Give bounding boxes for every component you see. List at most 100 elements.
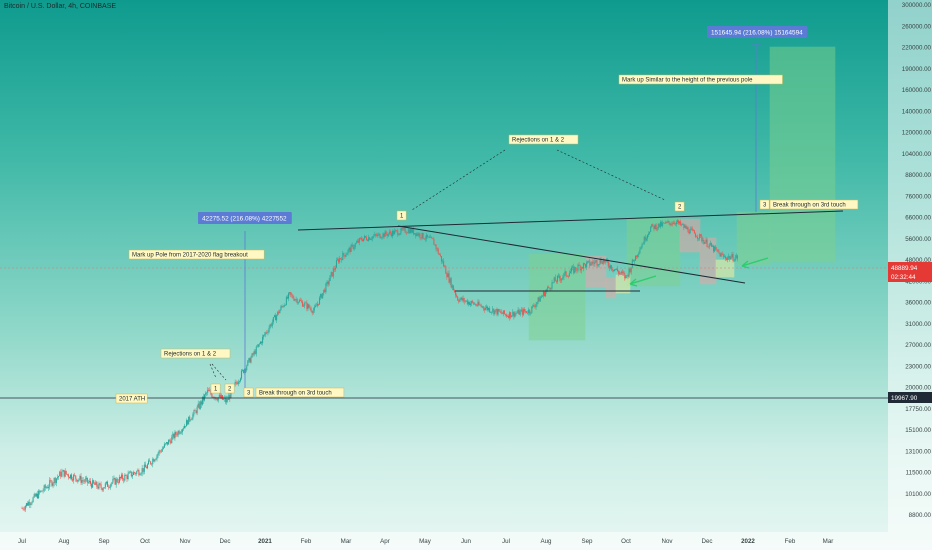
candle-body xyxy=(435,244,437,250)
y-tick-label: 160000.00 xyxy=(902,87,932,94)
candle-body xyxy=(527,312,529,314)
candle-body xyxy=(174,432,176,439)
candle-body xyxy=(154,459,156,462)
candle-body xyxy=(220,395,222,399)
y-tick-label: 10100.00 xyxy=(905,491,931,498)
candle-body xyxy=(85,477,87,480)
candle-body xyxy=(446,273,448,278)
x-tick-label: Jul xyxy=(502,538,510,545)
candle-body xyxy=(620,272,622,274)
candle-body xyxy=(571,267,573,272)
candle-body xyxy=(672,222,674,225)
candle-body xyxy=(322,293,324,299)
candle-body xyxy=(140,473,142,475)
candle-body xyxy=(62,470,64,472)
candle-body xyxy=(526,311,528,313)
candle-body xyxy=(326,281,328,284)
candle-body xyxy=(124,475,126,481)
candle-body xyxy=(643,236,645,244)
candle-body xyxy=(715,246,717,250)
candle-body xyxy=(501,313,503,314)
y-tick-label: 27000.00 xyxy=(905,342,931,349)
candle-body xyxy=(406,232,408,234)
candle-body xyxy=(587,261,589,263)
candle-body xyxy=(553,277,555,283)
callout-arrow xyxy=(209,363,217,379)
candle-body xyxy=(53,477,55,484)
candle-body xyxy=(636,255,638,257)
candle-body xyxy=(521,309,523,315)
touch-label-2a-bg xyxy=(224,383,235,394)
candle-body xyxy=(31,502,33,504)
candle-body xyxy=(196,407,198,414)
candle-body xyxy=(34,494,36,497)
resistance-line xyxy=(297,210,844,231)
candle-body xyxy=(564,271,566,274)
candle-body xyxy=(701,235,703,242)
candle-body xyxy=(159,450,161,452)
candle-body xyxy=(310,308,312,312)
candle-body xyxy=(40,490,42,493)
candle-body xyxy=(511,315,513,318)
candle-body xyxy=(148,460,150,465)
candle-body xyxy=(225,397,227,403)
candle-body xyxy=(673,222,675,224)
candles xyxy=(21,218,738,512)
candle-body xyxy=(507,315,509,317)
candle-body xyxy=(477,301,479,306)
y-tick-label: 36000.00 xyxy=(905,300,931,307)
candle-body xyxy=(472,301,474,303)
candle-body xyxy=(178,431,180,434)
candle-body xyxy=(296,299,298,304)
candle-body xyxy=(509,312,511,318)
candle-body xyxy=(230,388,232,399)
candle-body xyxy=(482,306,484,309)
candle-body xyxy=(609,265,611,269)
candle-body xyxy=(696,236,698,238)
candle-body xyxy=(130,471,132,477)
candle-body xyxy=(324,289,326,293)
candle-body xyxy=(269,324,271,328)
candle-body xyxy=(693,230,695,234)
candle-body xyxy=(205,393,207,395)
candle-body xyxy=(312,310,314,313)
candle-body xyxy=(311,311,313,313)
candle-body xyxy=(272,317,274,323)
candle-body xyxy=(658,223,660,227)
candle-body xyxy=(664,222,666,224)
candle-body xyxy=(255,346,257,354)
candle-body xyxy=(198,403,200,409)
candle-body xyxy=(315,305,317,307)
breakthrough-label-1-text: Break through on 3rd touch xyxy=(259,391,332,397)
candle-body xyxy=(152,459,154,465)
candle-body xyxy=(42,490,44,492)
x-tick-label: Apr xyxy=(380,538,390,545)
candle-body xyxy=(476,305,478,306)
candle-body xyxy=(451,285,453,288)
candle-body xyxy=(665,221,667,224)
candle-body xyxy=(314,305,316,307)
candle-body xyxy=(458,300,460,302)
candle-body xyxy=(207,389,209,393)
candle-body xyxy=(327,281,329,285)
candle-body xyxy=(84,479,86,482)
candle-body xyxy=(236,383,238,385)
candle-body xyxy=(292,295,294,299)
candle-body xyxy=(160,451,162,452)
x-tick-label: 2021 xyxy=(258,538,272,545)
candle-body xyxy=(201,396,203,405)
candle-body xyxy=(28,502,30,506)
candle-body xyxy=(505,314,507,317)
x-tick-label: Jun xyxy=(461,538,472,545)
candle-body xyxy=(374,234,376,236)
callout-arrow xyxy=(211,363,227,381)
x-tick-label: Feb xyxy=(301,538,312,545)
x-tick-label: Aug xyxy=(540,538,552,545)
candle-body xyxy=(547,286,549,290)
candle-body xyxy=(642,243,644,245)
candle-body xyxy=(470,303,472,305)
candle-body xyxy=(707,246,709,248)
candle-body xyxy=(734,257,736,261)
candle-body xyxy=(181,429,183,433)
candle-body xyxy=(122,474,124,480)
